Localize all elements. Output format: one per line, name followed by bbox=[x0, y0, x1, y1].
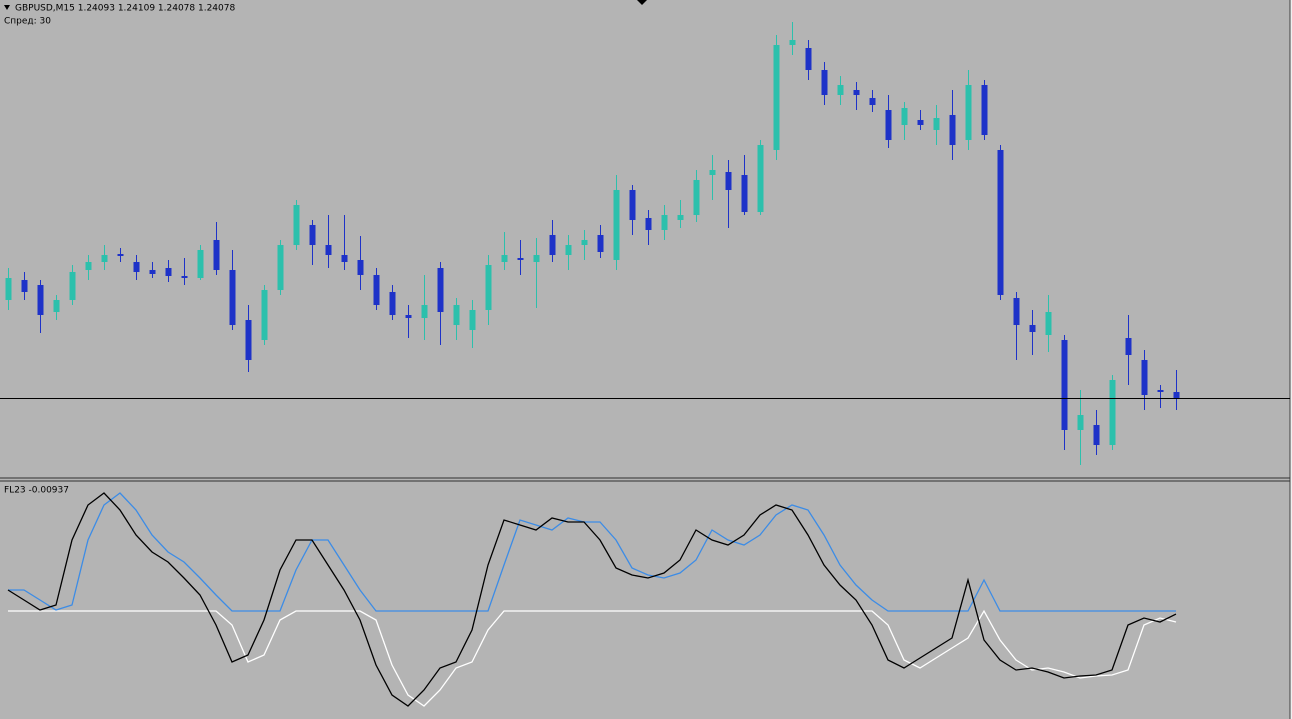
shift-marker bbox=[637, 0, 647, 5]
indicator-line bbox=[8, 609, 1177, 707]
candle-body bbox=[1157, 390, 1164, 392]
candle-body bbox=[661, 215, 668, 230]
candle-body bbox=[181, 276, 188, 278]
candle-body bbox=[1013, 298, 1020, 325]
candle-body bbox=[773, 45, 780, 150]
candle-body bbox=[1141, 360, 1148, 395]
spread: Спред: 30 bbox=[4, 17, 51, 27]
indicator-title: FL23 -0.00937 bbox=[4, 486, 69, 496]
candle-body bbox=[37, 285, 44, 315]
candle-body bbox=[629, 190, 636, 220]
candle-body bbox=[1061, 340, 1068, 430]
symbol-quote: GBPUSD,M15 1.24093 1.24109 1.24078 1.240… bbox=[15, 4, 235, 14]
candle-body bbox=[213, 240, 220, 270]
candle-body bbox=[1045, 312, 1052, 335]
candle-body bbox=[821, 70, 828, 95]
candle-body bbox=[645, 218, 652, 230]
candle-body bbox=[1125, 338, 1132, 355]
candle-body bbox=[837, 85, 844, 95]
candle-body bbox=[597, 235, 604, 252]
candle-body bbox=[469, 310, 476, 330]
candle-body bbox=[725, 172, 732, 190]
candle-body bbox=[1093, 425, 1100, 445]
candle-body bbox=[581, 240, 588, 245]
candle-body bbox=[885, 110, 892, 140]
candle-body bbox=[533, 255, 540, 262]
candle-body bbox=[69, 272, 76, 300]
candle-body bbox=[677, 215, 684, 220]
candle-body bbox=[981, 85, 988, 135]
candle-body bbox=[757, 145, 764, 212]
candle-body bbox=[21, 280, 28, 292]
candle-body bbox=[1173, 392, 1180, 398]
candle-body bbox=[357, 260, 364, 275]
candle-body bbox=[277, 245, 284, 290]
candle-body bbox=[117, 254, 124, 256]
candle-body bbox=[437, 268, 444, 312]
candle-body bbox=[85, 262, 92, 270]
right-edge bbox=[1290, 0, 1292, 719]
candle-body bbox=[517, 258, 524, 260]
candle-body bbox=[549, 235, 556, 255]
candle-body bbox=[309, 225, 316, 245]
candle-body bbox=[501, 255, 508, 262]
candle-body bbox=[389, 292, 396, 315]
candle-body bbox=[341, 255, 348, 262]
candle-body bbox=[5, 278, 12, 300]
candle-body bbox=[997, 150, 1004, 295]
candle-body bbox=[741, 175, 748, 212]
candle-body bbox=[101, 255, 108, 262]
candle-body bbox=[1029, 325, 1036, 332]
candle-body bbox=[853, 90, 860, 95]
candle-body bbox=[245, 320, 252, 360]
candle-body bbox=[965, 85, 972, 140]
indicator-line bbox=[8, 492, 1176, 612]
candle-body bbox=[917, 120, 924, 125]
candle-body bbox=[229, 270, 236, 325]
candle-body bbox=[165, 268, 172, 276]
candle-body bbox=[453, 305, 460, 325]
candle-body bbox=[293, 205, 300, 245]
candle-body bbox=[325, 245, 332, 255]
indicator-line bbox=[7, 492, 1177, 707]
candle-body bbox=[565, 245, 572, 255]
candle-body bbox=[1077, 415, 1084, 430]
candle-body bbox=[261, 290, 268, 340]
candle-body bbox=[949, 115, 956, 145]
candle-body bbox=[709, 170, 716, 175]
candle-body bbox=[53, 300, 60, 312]
candle-body bbox=[933, 118, 940, 130]
candle-body bbox=[421, 305, 428, 318]
candle-body bbox=[197, 250, 204, 278]
candle-body bbox=[405, 315, 412, 318]
candle-body bbox=[373, 275, 380, 305]
candle-body bbox=[613, 190, 620, 260]
candle-body bbox=[805, 48, 812, 70]
candle-body bbox=[869, 98, 876, 105]
candle-body bbox=[789, 40, 796, 45]
candle-body bbox=[901, 108, 908, 125]
candle-body bbox=[149, 270, 156, 274]
candle-body bbox=[1109, 380, 1116, 445]
menu-arrow bbox=[4, 5, 10, 10]
candle-body bbox=[133, 262, 140, 272]
candle-body bbox=[485, 265, 492, 310]
candle-body bbox=[693, 180, 700, 215]
